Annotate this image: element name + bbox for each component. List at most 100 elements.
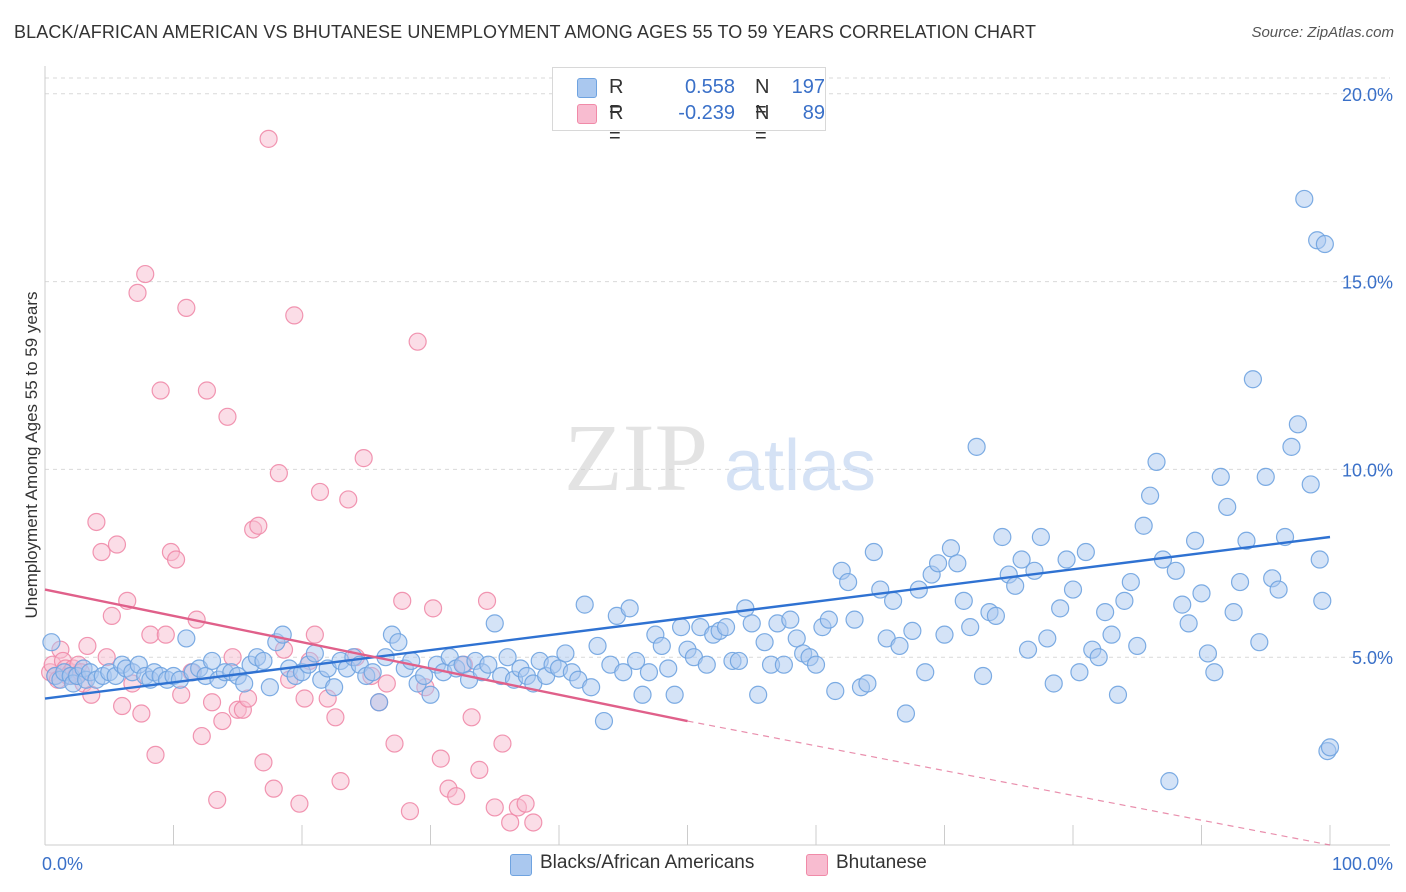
blacks-point xyxy=(254,651,273,671)
blacks-point xyxy=(1140,486,1160,505)
bhutanese-point xyxy=(141,625,160,644)
blacks-point xyxy=(1179,614,1198,633)
bhutanese-point xyxy=(208,790,227,810)
blacks-point xyxy=(973,666,993,686)
blacks-point xyxy=(1076,542,1095,562)
blacks-point xyxy=(1051,599,1070,618)
blacks-point xyxy=(582,678,601,697)
blacks-point xyxy=(1282,437,1301,456)
n-value: 197 xyxy=(791,76,825,98)
blacks-point xyxy=(614,663,633,682)
n-value: 89 xyxy=(802,102,825,124)
blacks-point xyxy=(890,636,909,656)
x-tick-label: 100.0% xyxy=(1332,854,1393,874)
bhutanese-point xyxy=(192,726,211,746)
blacks-point xyxy=(671,618,691,637)
blacks-point xyxy=(1012,550,1031,569)
blacks-point xyxy=(1218,497,1237,517)
bhutanese-point xyxy=(290,794,309,813)
bhutanese-point xyxy=(385,734,404,753)
bhutanese-point xyxy=(151,381,170,400)
blacks-point xyxy=(498,648,517,667)
blacks-point xyxy=(556,644,575,663)
blacks-point xyxy=(954,591,973,610)
watermark-zip: ZIP xyxy=(564,404,708,511)
blacks-point xyxy=(935,625,954,644)
bhutanese-point xyxy=(136,264,155,284)
bhutanese-point xyxy=(310,482,330,502)
blacks-point xyxy=(826,681,845,701)
blacks-point xyxy=(1089,648,1108,667)
blacks-point xyxy=(260,678,279,697)
watermark: ZIP atlas xyxy=(564,404,876,511)
blacks-point xyxy=(1173,595,1192,614)
bhutanese-point xyxy=(524,813,543,832)
x-tick-label: 0.0% xyxy=(42,854,83,874)
bhutanese-point xyxy=(462,708,481,727)
blacks-point xyxy=(177,629,196,648)
blacks-point xyxy=(1313,591,1332,610)
blacks-point xyxy=(665,685,684,704)
bhutanese-point xyxy=(218,407,237,426)
bhutanese-point xyxy=(269,464,288,483)
bhutanese-point xyxy=(431,749,450,768)
y-tick-label: 20.0% xyxy=(1342,85,1393,105)
blacks-point xyxy=(1243,370,1263,389)
bhutanese-swatch xyxy=(577,104,597,124)
bhutanese-point xyxy=(423,599,443,618)
bhutanese-point xyxy=(213,711,232,731)
blacks-point xyxy=(774,655,793,674)
blacks-point xyxy=(659,659,678,678)
blacks-point xyxy=(485,614,504,633)
n-label: N = xyxy=(755,102,770,147)
bhutanese-point xyxy=(166,550,186,569)
blacks-point xyxy=(1256,467,1275,487)
grid-lines xyxy=(45,77,1390,658)
bhutanese-legend-swatch xyxy=(806,854,828,876)
blacks-legend-swatch xyxy=(510,854,532,876)
blacks-point xyxy=(993,527,1012,547)
blacks-point xyxy=(1301,475,1320,494)
blacks-point xyxy=(1070,663,1089,682)
bhutanese-point xyxy=(87,512,106,532)
blacks-point xyxy=(781,610,800,629)
bhutanese-point xyxy=(107,535,127,554)
blacks-point xyxy=(845,610,864,629)
bhutanese-point xyxy=(285,306,304,325)
blacks-point xyxy=(1096,603,1115,622)
tick-labels: 5.0% 10.0% 15.0% 20.0% 0.0% 100.0% xyxy=(42,85,1393,874)
blacks-point xyxy=(305,644,324,663)
blacks-point xyxy=(1269,580,1288,599)
bhutanese-point xyxy=(354,449,373,468)
blacks-point xyxy=(883,591,903,610)
blacks-point xyxy=(1237,531,1256,550)
blacks-point xyxy=(370,693,389,712)
bhutanese-point xyxy=(197,381,217,400)
chart-title: BLACK/AFRICAN AMERICAN VS BHUTANESE UNEM… xyxy=(14,22,1037,42)
blacks-point xyxy=(626,651,646,671)
bhutanese-point xyxy=(97,648,116,667)
blacks-point xyxy=(986,606,1006,625)
bhutanese-point xyxy=(477,591,497,610)
bhutanese-point xyxy=(447,787,466,806)
bhutanese-point xyxy=(146,745,165,764)
blacks-point xyxy=(1224,603,1243,622)
bhutanese-point xyxy=(238,689,258,708)
bhutanese-point xyxy=(172,685,191,704)
blacks-point xyxy=(1044,674,1063,693)
bhutanese-point xyxy=(264,779,283,798)
bhutanese-point xyxy=(393,591,412,610)
blacks-point xyxy=(363,663,382,682)
bhutanese-point xyxy=(92,542,111,562)
blacks-point xyxy=(639,663,659,682)
bhutanese-point xyxy=(128,283,147,302)
bhutanese-point xyxy=(295,689,314,708)
blacks-point xyxy=(1211,467,1230,487)
blacks-point xyxy=(903,621,922,641)
blacks-point xyxy=(864,542,883,562)
y-axis-label: Unemployment Among Ages 55 to 59 years xyxy=(22,291,41,619)
blacks-point xyxy=(1031,527,1050,547)
trend-lines xyxy=(44,535,1331,846)
blacks-point xyxy=(967,437,986,456)
